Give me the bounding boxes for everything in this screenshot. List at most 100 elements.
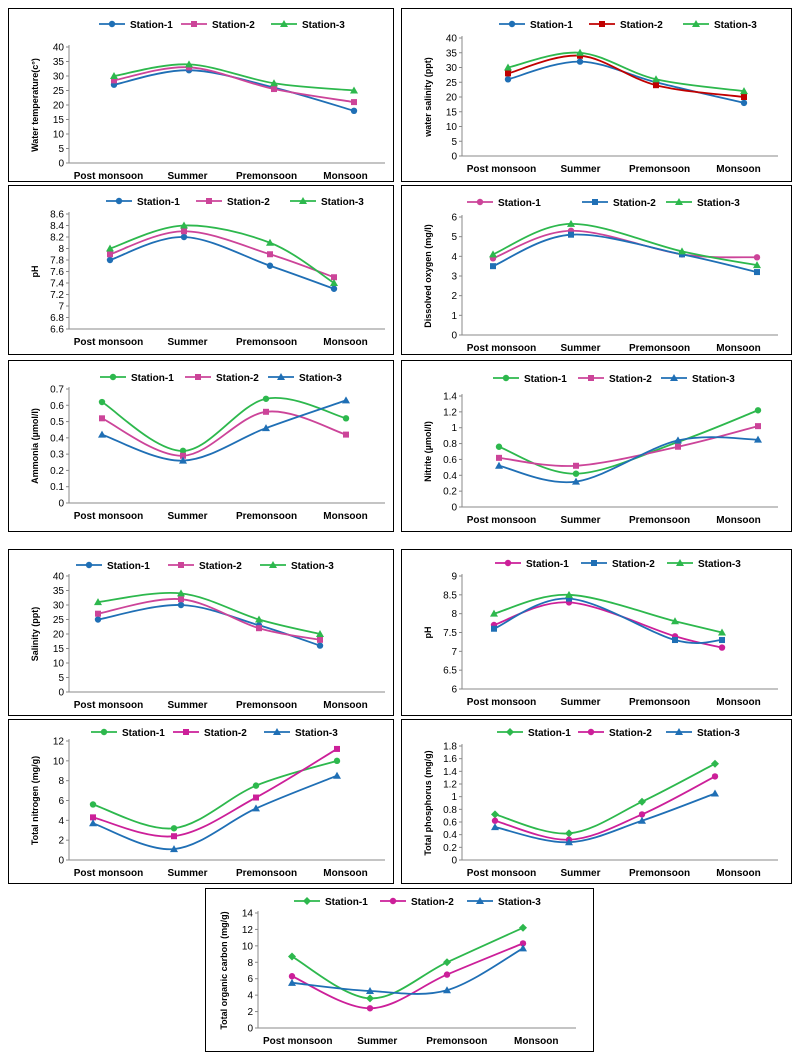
y-tick-label: 6.5 [443, 666, 457, 677]
data-point [678, 247, 686, 255]
series-station-2 [90, 745, 340, 840]
y-tick-label: 8 [58, 244, 64, 255]
data-point [170, 825, 178, 832]
data-point [443, 986, 451, 994]
chart-svg: 0 0.1 0.2 0.3 0.4 0.5 0.6 0.7 Post monsoon Summer… [30, 373, 385, 522]
series-line [492, 222, 758, 267]
data-point [718, 628, 726, 636]
legend-entry: Station-1 [294, 897, 368, 908]
series-station-3 [495, 435, 762, 485]
y-tick-label: 8 [58, 776, 64, 787]
y-tick-label: 0.3 [50, 450, 64, 461]
data-point [638, 797, 646, 806]
series-line [92, 774, 338, 850]
y-tick-label: 8 [451, 609, 457, 620]
y-axis-title: Dissolved oxygen (mg/l) [423, 224, 433, 328]
data-point [754, 407, 762, 414]
x-category-label: Premonsoon [629, 697, 690, 708]
chart-svg: 0 2 4 6 8 10 12 Post monsoon Summer Premonsoon Mon… [30, 728, 385, 879]
y-tick-label: 40 [53, 43, 65, 54]
y-tick-label: 0.1 [50, 482, 64, 493]
y-tick-label: 4 [247, 991, 253, 1002]
y-tick-label: 25 [53, 86, 65, 97]
series-station-2 [95, 596, 323, 643]
x-category-label: Post monsoon [467, 343, 536, 354]
data-point [675, 443, 681, 450]
data-point [711, 789, 719, 797]
legend-label: Station-1 [524, 374, 567, 385]
series-station-2 [496, 423, 761, 469]
x-category-label: Summer [560, 515, 600, 526]
legend-label: Station-3 [714, 20, 757, 31]
series-line [109, 236, 335, 290]
data-point [262, 424, 270, 432]
legend-entry: Station-2 [589, 20, 663, 31]
legend-label: Station-3 [299, 373, 342, 384]
data-point [652, 75, 660, 83]
legend-entry: Station-3 [467, 897, 541, 908]
legend-label: Station-2 [609, 374, 652, 385]
data-point [638, 816, 646, 824]
data-point [491, 810, 499, 819]
x-category-label: Post monsoon [467, 515, 536, 526]
legend-entry: Station-2 [196, 197, 270, 208]
y-tick-label: 35 [446, 48, 458, 59]
y-axis-title: pH [423, 627, 433, 639]
y-tick-label: 1.8 [443, 742, 457, 753]
data-point [171, 833, 177, 840]
series-line [494, 775, 716, 841]
x-category-label: Monsoon [323, 700, 367, 711]
y-tick-label: 0.2 [443, 487, 457, 498]
legend-marker [85, 561, 93, 569]
y-tick-label: 1.4 [443, 767, 457, 778]
y-tick-label: 0.6 [443, 818, 457, 829]
y-tick-label: 2 [58, 836, 64, 847]
legend-marker [504, 559, 512, 567]
y-axis-title: Ammonia (µmol/l) [30, 408, 40, 484]
legend-label: Station-1 [107, 561, 150, 572]
data-point [170, 845, 178, 853]
legend-label: Station-2 [609, 728, 652, 739]
series-line [113, 69, 355, 112]
y-axis-title: Total nitrogen (mg/g) [30, 756, 40, 845]
y-tick-label: 0.5 [50, 417, 64, 428]
legend-label: Station-1 [137, 197, 180, 208]
series-station-1 [106, 233, 338, 292]
y-axis-title: Water temperature(c°) [30, 58, 40, 152]
data-point [567, 219, 575, 227]
legend-entry: Station-3 [264, 728, 338, 739]
legend-label: Station-2 [216, 373, 259, 384]
x-category-label: Summer [167, 868, 207, 879]
series-station-1 [288, 923, 527, 1003]
legend-marker [108, 20, 116, 28]
data-point [572, 477, 580, 485]
y-tick-label: 12 [242, 925, 254, 936]
panel-nitrite: 0 0.2 0.4 0.6 0.8 1 1.2 1.4 Post monsoon Summer Pr… [401, 360, 792, 532]
y-tick-label: 10 [446, 122, 458, 133]
data-point [317, 636, 323, 643]
y-tick-label: 0 [451, 856, 457, 867]
y-tick-label: 7 [451, 647, 457, 658]
data-point [496, 454, 502, 461]
y-tick-label: 0 [451, 152, 457, 163]
data-point [288, 978, 296, 986]
y-tick-label: 5 [451, 232, 457, 243]
data-point [718, 644, 726, 651]
y-tick-label: 0 [58, 159, 64, 170]
panel-total-nitrogen: 0 2 4 6 8 10 12 Post monsoon Summer Premonsoon Mon… [8, 719, 394, 884]
legend-label: Station-2 [613, 198, 656, 209]
data-point [754, 269, 760, 276]
legend-entry: Station-1 [106, 197, 180, 208]
y-tick-label: 7.4 [50, 279, 64, 290]
data-point [740, 99, 748, 107]
legend-marker [670, 374, 678, 381]
series-line [494, 762, 716, 835]
legend-entry: Station-3 [268, 373, 342, 384]
panel-sediment-ph: 6 6.5 7 7.5 8 8.5 9 Post monsoon Summer Premonsoo… [401, 549, 792, 716]
data-point [495, 461, 503, 469]
x-category-label: Premonsoon [426, 1036, 487, 1047]
series-line [507, 51, 745, 92]
x-category-label: Premonsoon [629, 164, 690, 175]
legend-entry: Station-3 [666, 198, 740, 209]
series-station-3 [110, 60, 358, 94]
